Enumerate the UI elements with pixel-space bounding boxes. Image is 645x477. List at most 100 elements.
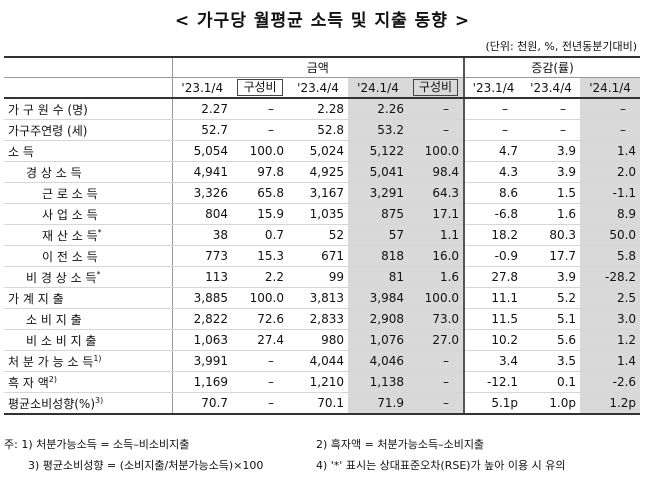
table-cell: 2.27 — [171, 98, 232, 120]
table-cell: 15.9 — [232, 203, 288, 225]
table-cell: – — [580, 119, 641, 141]
page-title: < 가구당 월평균 소득 및 지출 동향 > — [174, 11, 471, 31]
table-cell: 875 — [348, 203, 408, 225]
table-cell: 97.8 — [232, 161, 288, 183]
table-cell: 3.0 — [580, 308, 641, 330]
table-cell: 3,991 — [171, 350, 232, 372]
table-cell: 980 — [288, 329, 348, 351]
table-cell: 100.0 — [408, 287, 465, 309]
table-cell: 5.2 — [522, 287, 581, 309]
table-cell: 64.3 — [408, 182, 465, 204]
table-cell: 8.6 — [463, 182, 523, 204]
row-label: 평균소비성향(%)3) — [4, 392, 172, 415]
table-cell: 5,041 — [348, 161, 408, 183]
table-cell: -1.1 — [580, 182, 641, 204]
table-cell: 1.4 — [580, 140, 641, 162]
table-cell: 3,291 — [348, 182, 408, 204]
unit-label: (단위: 천원, %, 전년동분기대비) — [485, 40, 637, 53]
table-cell: 1,063 — [171, 329, 232, 351]
table-cell: 2.2 — [232, 266, 288, 288]
table-cell: 100.0 — [232, 287, 288, 309]
table-cell: 71.9 — [348, 392, 408, 415]
table-cell: 1.1 — [408, 224, 465, 246]
col-header: '24.1/4 — [348, 77, 408, 99]
table-cell: 1,210 — [288, 371, 348, 393]
table-row: 비 소 비 지 출 1,063 27.4 980 1,076 27.0 10.2 5.6 1.2 — [4, 329, 641, 351]
row-label: 소 득 — [4, 140, 172, 162]
table-cell: 10.2 — [463, 329, 523, 351]
table-row: 사 업 소 득 804 15.9 1,035 875 17.1 -6.8 1.6 8.9 — [4, 203, 641, 225]
table-cell: 3.9 — [522, 161, 581, 183]
table-cell: 4,925 — [288, 161, 348, 183]
table-cell: 52 — [288, 224, 348, 246]
table-cell: 2.26 — [348, 98, 408, 120]
table-cell: 1.2 — [580, 329, 641, 351]
row-label: 재 산 소 득* — [4, 224, 172, 246]
table-cell: – — [408, 392, 465, 415]
table-cell: -2.6 — [580, 371, 641, 393]
table-cell: – — [232, 119, 288, 141]
table-cell: 5.1p — [463, 392, 523, 415]
row-label: 근 로 소 득 — [4, 182, 172, 204]
row-label: 가 계 지 출 — [4, 287, 172, 309]
col-header-share: 구성비 — [232, 77, 288, 99]
table-cell: 0.1 — [522, 371, 581, 393]
table-cell: – — [522, 98, 581, 120]
row-label: 비 경 상 소 득* — [4, 266, 172, 288]
col-header: '24.1/4 — [580, 77, 641, 99]
table-row: 이 전 소 득 773 15.3 671 818 16.0 -0.9 17.7 5.8 — [4, 245, 641, 267]
table-cell: 804 — [171, 203, 232, 225]
table-cell: – — [232, 371, 288, 393]
col-header: '23.1/4 — [171, 77, 232, 99]
table-cell: 2.28 — [288, 98, 348, 120]
table-cell: -6.8 — [463, 203, 523, 225]
table-cell: 50.0 — [580, 224, 641, 246]
col-header: '23.4/4 — [288, 77, 348, 99]
table-cell: 52.7 — [171, 119, 232, 141]
footnote: 주: 1) 처분가능소득 = 소득–비소비지출 — [4, 438, 190, 451]
table-cell: 99 — [288, 266, 348, 288]
table-row: 소 득 5,054 100.0 5,024 5,122 100.0 4.7 3.9 1.4 — [4, 140, 641, 162]
row-label: 비 소 비 지 출 — [4, 329, 172, 351]
table-cell: 11.5 — [463, 308, 523, 330]
table-cell: 80.3 — [522, 224, 581, 246]
row-label: 이 전 소 득 — [4, 245, 172, 267]
table-cell: 1,076 — [348, 329, 408, 351]
table-cell: – — [463, 98, 523, 120]
col-header-share: 구성비 — [408, 77, 465, 99]
table-cell: 1,035 — [288, 203, 348, 225]
table-cell: – — [408, 119, 465, 141]
table-cell: 17.7 — [522, 245, 581, 267]
table-row: 경 상 소 득 4,941 97.8 4,925 5,041 98.4 4.3 3.9 2.0 — [4, 161, 641, 183]
table-cell: 4,941 — [171, 161, 232, 183]
row-label: 경 상 소 득 — [4, 161, 172, 183]
table-cell: 1.4 — [580, 350, 641, 372]
table-cell: 18.2 — [463, 224, 523, 246]
table-cell: 27.4 — [232, 329, 288, 351]
table-cell: 3,813 — [288, 287, 348, 309]
table-cell: 11.1 — [463, 287, 523, 309]
table-cell: – — [580, 98, 641, 120]
table-cell: 1.5 — [522, 182, 581, 204]
table-cell: 57 — [348, 224, 408, 246]
table-cell: – — [232, 350, 288, 372]
table-cell: 4,044 — [288, 350, 348, 372]
table-row: 흑 자 액2) 1,169–1,210 1,138– -12.1 0.1 -2.6 — [4, 371, 641, 393]
table-row: 처 분 가 능 소 득1) 3,991–4,044 4,046–3.4 3.5 1.4 — [4, 350, 641, 372]
table-row: 재 산 소 득* 38 0.7 52 57 1.1 18.2 80.3 50.0 — [4, 224, 641, 246]
table-cell: 818 — [348, 245, 408, 267]
table-cell: 70.7 — [171, 392, 232, 415]
table-cell: 1.2p — [580, 392, 641, 415]
table-cell: 1.6 — [408, 266, 465, 288]
row-header-blank — [4, 77, 172, 99]
amount-group-header: 금액 — [171, 56, 465, 78]
table-cell: 98.4 — [408, 161, 465, 183]
table-cell: 4,046 — [348, 350, 408, 372]
table-cell: 100.0 — [408, 140, 465, 162]
row-label: 가 구 원 수 (명) — [4, 98, 172, 120]
table-row: 가 구 원 수 (명) 2.27–2.28 2.26– – – – — [4, 98, 641, 120]
table-cell: – — [408, 371, 465, 393]
table-cell: 3,984 — [348, 287, 408, 309]
table-cell: 2.0 — [580, 161, 641, 183]
table-cell: 53.2 — [348, 119, 408, 141]
